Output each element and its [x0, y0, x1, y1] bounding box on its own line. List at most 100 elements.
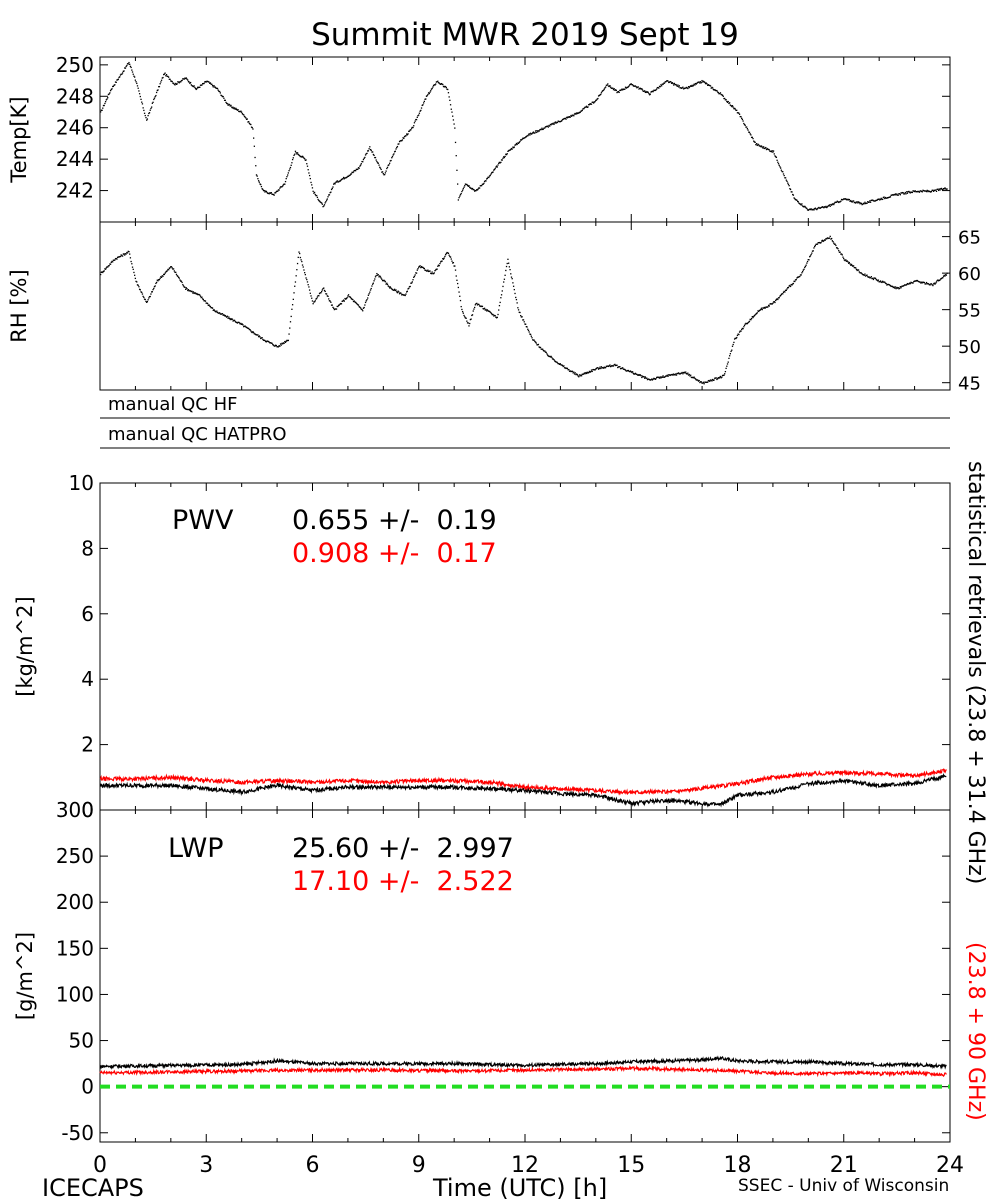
temp-point: [270, 192, 273, 194]
temp-point: [619, 89, 622, 92]
temp-point: [460, 192, 462, 195]
rh-point: [836, 247, 838, 249]
temp-point: [568, 116, 570, 118]
rh-point: [942, 275, 945, 277]
temp-point: [886, 197, 888, 199]
temp-point: [471, 188, 473, 190]
rh-point: [299, 256, 302, 259]
rh-point: [697, 379, 699, 381]
rh-point: [399, 292, 401, 294]
rh-point: [859, 272, 861, 274]
rh-point: [364, 304, 366, 306]
temp-point: [804, 205, 806, 207]
rh-point: [152, 288, 154, 291]
rh-point: [248, 328, 251, 331]
temp-point: [661, 85, 663, 87]
rh-point: [795, 278, 797, 281]
rh-point: [223, 315, 226, 317]
rh-point: [713, 379, 715, 381]
temp-point: [342, 178, 344, 180]
rh-point: [928, 283, 930, 285]
rh-point: [588, 371, 590, 374]
temp-point: [329, 192, 331, 194]
temp-point: [274, 192, 276, 194]
temp-point: [568, 116, 571, 118]
rh-point: [842, 256, 844, 258]
rh-point: [746, 323, 748, 325]
rh-point: [704, 381, 706, 383]
temp-point: [120, 73, 122, 75]
x-tick-label: 21: [830, 1153, 858, 1178]
rh-point: [831, 240, 834, 242]
rh-point: [638, 373, 640, 376]
temp-point: [512, 147, 515, 149]
temp-point: [889, 196, 891, 198]
temp-point: [174, 84, 176, 86]
rh-point: [420, 265, 423, 268]
rh-point: [818, 241, 821, 244]
rh-point: [506, 262, 508, 265]
rh-point: [588, 370, 591, 373]
temp-point: [692, 85, 694, 87]
temp-point: [480, 185, 482, 187]
rh-point: [561, 364, 563, 366]
rh-point: [603, 366, 605, 368]
temp-point: [289, 166, 292, 169]
rh-point: [373, 280, 375, 282]
temp-point: [937, 189, 940, 192]
temp-point: [901, 192, 903, 194]
rh-point: [360, 308, 362, 310]
rh-point: [740, 330, 742, 332]
temp-point: [547, 126, 549, 128]
temp-point: [201, 84, 203, 86]
temp-point: [787, 183, 790, 186]
rh-point: [860, 272, 862, 274]
temp-point: [687, 86, 690, 88]
temp-point: [892, 194, 894, 196]
rh-point: [539, 346, 542, 349]
temp-point: [867, 201, 869, 203]
rh-point: [763, 306, 766, 309]
temp-point: [634, 85, 636, 87]
temp-y-tick-label: 242: [56, 179, 94, 203]
temp-point: [419, 110, 421, 112]
temp-point: [913, 190, 915, 192]
rh-point: [719, 375, 722, 378]
rh-point: [475, 303, 477, 305]
rh-point: [216, 311, 219, 314]
temp-point: [449, 104, 452, 106]
rh-point: [592, 368, 594, 371]
temp-point: [833, 202, 836, 204]
temp-point: [842, 198, 844, 201]
temp-point: [484, 180, 486, 182]
rh-point: [861, 273, 863, 275]
rh-point: [149, 295, 151, 298]
rh-point: [780, 294, 782, 297]
temp-point: [367, 150, 369, 152]
temp-point: [219, 90, 221, 93]
rh-point: [350, 298, 353, 300]
temp-point: [313, 192, 315, 194]
rh-point: [806, 260, 809, 263]
temp-point: [532, 131, 535, 133]
rh-point: [614, 364, 617, 367]
temp-point: [920, 190, 922, 192]
rh-point: [221, 313, 224, 315]
temp-point: [387, 164, 389, 167]
rh-point: [290, 315, 292, 318]
temp-point: [181, 79, 183, 82]
rh-point: [146, 300, 149, 303]
rh-point: [189, 290, 192, 292]
rh-point: [750, 317, 753, 320]
temp-point: [729, 104, 732, 106]
temp-point: [724, 99, 727, 101]
rh-point: [771, 303, 773, 305]
rh-point: [898, 288, 900, 290]
rh-point: [272, 344, 275, 346]
rh-point: [550, 355, 552, 358]
rh-point: [131, 266, 134, 268]
rh-point: [515, 298, 518, 301]
rh-point: [415, 272, 418, 274]
rh-point: [317, 294, 319, 297]
temp-point: [298, 154, 300, 156]
